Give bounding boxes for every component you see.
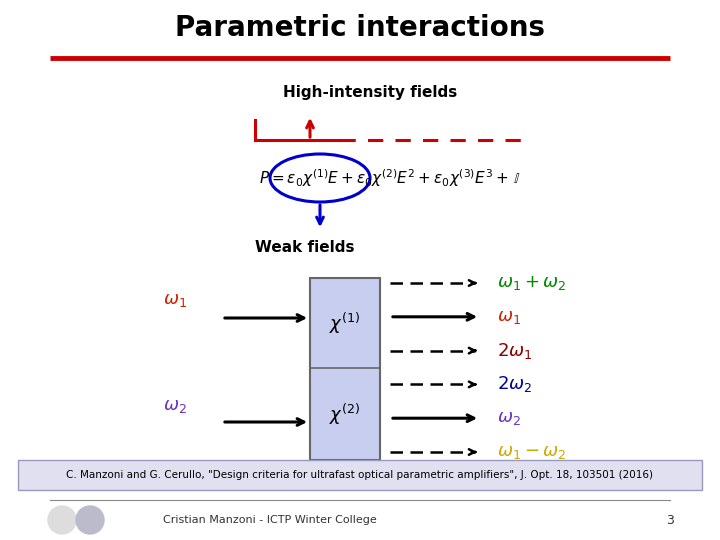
Circle shape <box>76 506 104 534</box>
Text: $\omega_1 + \omega_2$: $\omega_1 + \omega_2$ <box>497 274 567 292</box>
Text: 3: 3 <box>666 514 674 526</box>
Text: $\chi^{(1)}$: $\chi^{(1)}$ <box>330 310 361 335</box>
Text: C. Manzoni and G. Cerullo, "Design criteria for ultrafast optical parametric amp: C. Manzoni and G. Cerullo, "Design crite… <box>66 470 654 480</box>
Text: $\omega_1$: $\omega_1$ <box>497 308 521 326</box>
Text: High-intensity fields: High-intensity fields <box>283 84 457 99</box>
Text: Cristian Manzoni - ICTP Winter College: Cristian Manzoni - ICTP Winter College <box>163 515 377 525</box>
Text: $\omega_1$: $\omega_1$ <box>163 291 187 309</box>
Bar <box>18 460 702 490</box>
Text: $2\omega_1$: $2\omega_1$ <box>497 341 532 361</box>
Text: $2\omega_2$: $2\omega_2$ <box>497 374 532 394</box>
Text: $P = \varepsilon_0\chi^{(1)}E + \varepsilon_0\chi^{(2)}E^2 + \varepsilon_0\chi^{: $P = \varepsilon_0\chi^{(1)}E + \varepsi… <box>259 167 521 189</box>
Text: Parametric interactions: Parametric interactions <box>175 14 545 42</box>
Bar <box>310 278 380 460</box>
Text: $\omega_1 - \omega_2$: $\omega_1 - \omega_2$ <box>497 443 567 461</box>
Text: Weak fields: Weak fields <box>256 240 355 255</box>
Text: $\omega_2$: $\omega_2$ <box>497 409 521 427</box>
Circle shape <box>48 506 76 534</box>
Text: $\chi^{(2)}$: $\chi^{(2)}$ <box>330 401 361 427</box>
Text: $\omega_2$: $\omega_2$ <box>163 397 187 415</box>
